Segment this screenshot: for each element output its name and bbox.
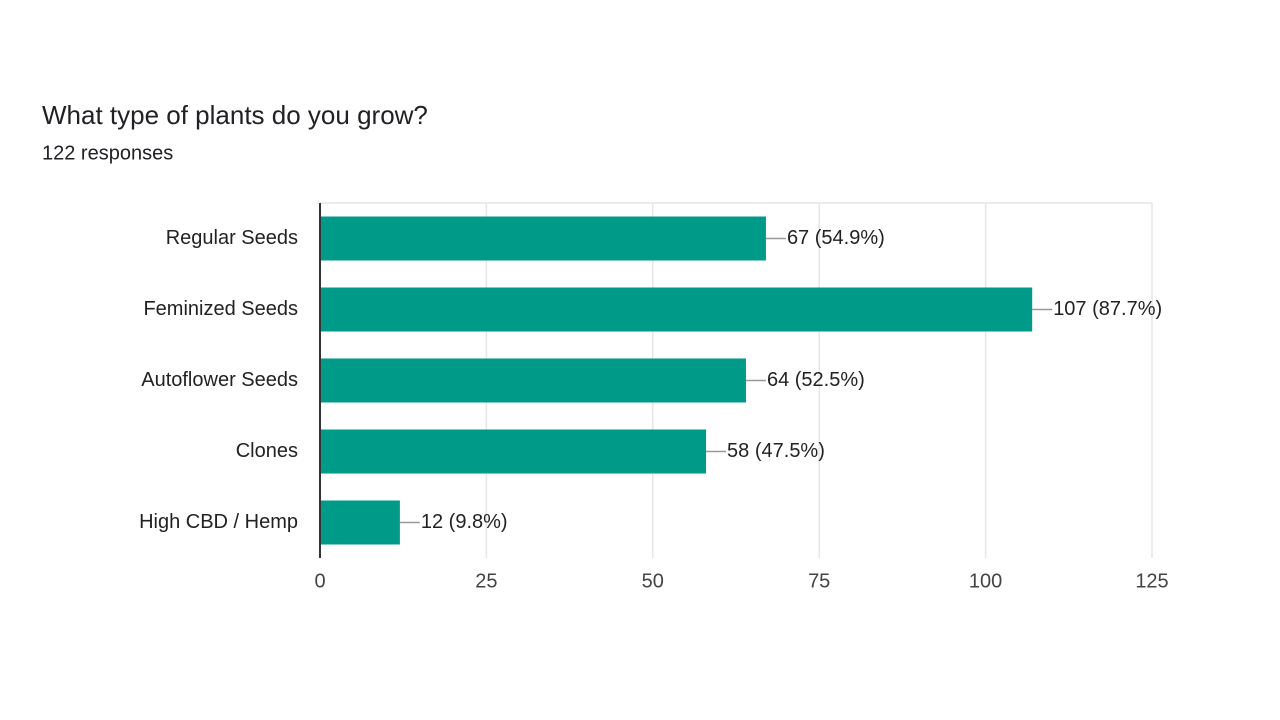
x-tick-label: 25 [475,570,497,592]
bar [320,287,1033,332]
bar [320,500,400,545]
bar [320,216,766,261]
x-tick-label: 125 [1135,570,1168,592]
value-label: 58 (47.5%) [727,440,825,462]
x-tick-label: 75 [808,570,830,592]
y-tick-label: Clones [236,440,298,462]
x-tick-label: 50 [642,570,664,592]
bar [320,429,707,474]
x-tick-label: 100 [969,570,1002,592]
value-label: 64 (52.5%) [767,369,865,391]
chart-title: What type of plants do you grow? [42,100,428,130]
y-tick-label: Autoflower Seeds [141,369,298,391]
value-label: 107 (87.7%) [1053,298,1162,320]
y-tick-label: Regular Seeds [166,227,298,249]
y-tick-label: High CBD / Hemp [139,511,298,533]
value-label: 12 (9.8%) [421,511,508,533]
chart-subtitle: 122 responses [42,142,173,164]
y-tick-label: Feminized Seeds [143,298,298,320]
x-tick-label: 0 [314,570,325,592]
value-label: 67 (54.9%) [787,227,885,249]
bar [320,358,746,403]
